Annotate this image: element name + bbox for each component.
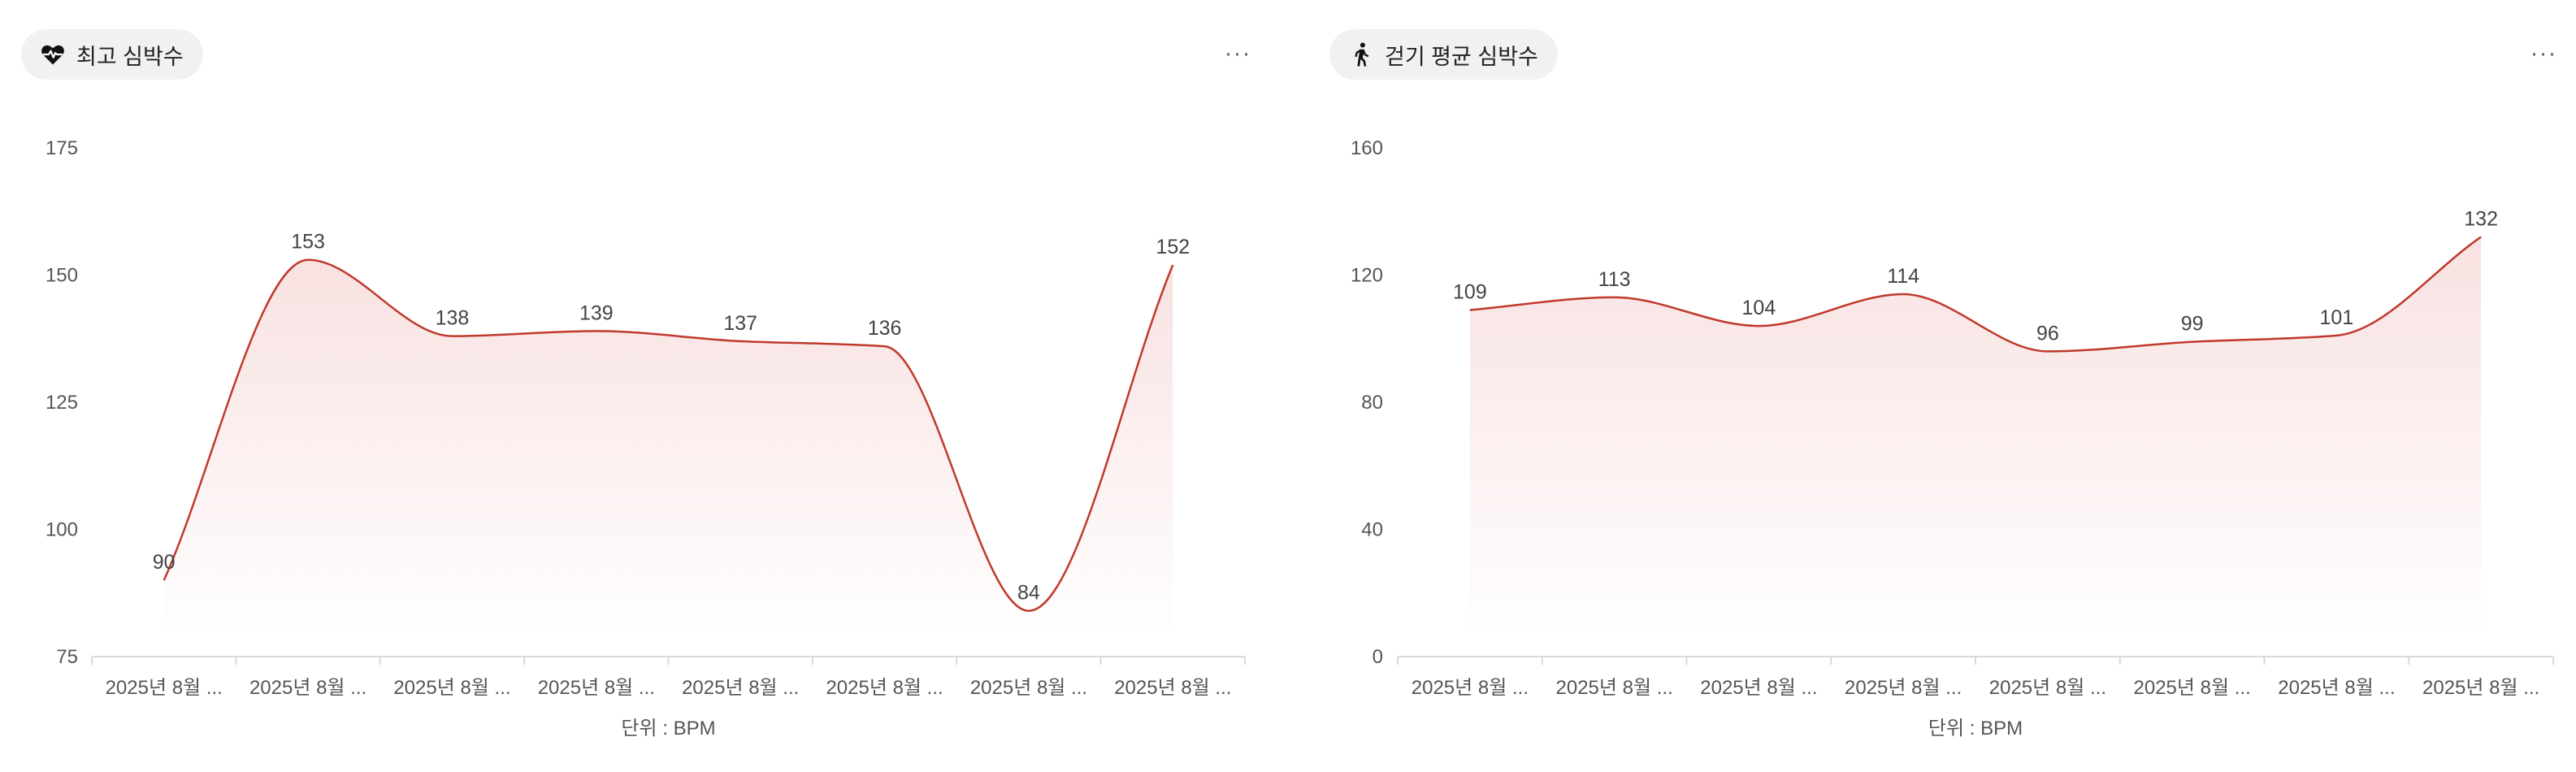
data-point[interactable] <box>2478 235 2483 240</box>
data-label: 152 <box>1156 236 1190 258</box>
x-tick-label: 2025년 8월 ... <box>1845 677 1962 699</box>
x-tick-label: 2025년 8월 ... <box>249 677 366 699</box>
x-tick-label: 2025년 8월 ... <box>1556 677 1673 699</box>
x-tick-label: 2025년 8월 ... <box>1989 677 2106 699</box>
data-point[interactable] <box>2334 333 2339 338</box>
y-tick-label: 175 <box>46 137 78 159</box>
x-tick-label: 2025년 8월 ... <box>970 677 1087 699</box>
series-area <box>163 259 1173 632</box>
data-label: 137 <box>723 312 757 335</box>
x-tick-label: 2025년 8월 ... <box>826 677 943 699</box>
data-point[interactable] <box>1612 295 1617 300</box>
chart-panel-max-heart-rate: 최고 심박수 ··· 75 100 125 150 175 2025년 8월 ... 202… <box>0 0 1268 772</box>
data-label: 90 <box>153 551 176 574</box>
y-tick-label: 75 <box>56 646 78 668</box>
series-area <box>1469 236 2482 632</box>
x-tick-label: 2025년 8월 ... <box>538 677 655 699</box>
chart-title: 걷기 평균 심박수 <box>1385 44 1538 69</box>
data-point[interactable] <box>883 344 887 349</box>
heart-pulse-icon <box>41 42 65 67</box>
y-tick-label: 125 <box>46 392 78 414</box>
data-point[interactable] <box>1468 308 1472 313</box>
walking-person-icon <box>1349 42 1373 67</box>
data-label: 96 <box>2036 322 2059 345</box>
data-point[interactable] <box>162 578 167 583</box>
unit-label: 단위 : BPM <box>1928 718 2023 739</box>
x-tick-label: 2025년 8월 ... <box>2134 677 2251 699</box>
data-point[interactable] <box>2045 349 2050 353</box>
data-point[interactable] <box>1901 292 1906 297</box>
data-label: 139 <box>579 301 614 324</box>
x-tick-label: 2025년 8월 ... <box>106 677 223 699</box>
y-tick-label: 100 <box>46 519 78 541</box>
series-line <box>1469 236 2482 353</box>
data-label: 153 <box>291 231 325 254</box>
y-tick-label: 40 <box>1361 519 1383 541</box>
y-tick-label: 160 <box>1351 137 1383 159</box>
y-tick-label: 120 <box>1351 265 1383 287</box>
y-tick-label: 0 <box>1373 646 1383 668</box>
data-point[interactable] <box>594 328 599 333</box>
data-label: 101 <box>2320 306 2354 329</box>
x-tick-label: 2025년 8월 ... <box>393 677 510 699</box>
data-label: 132 <box>2464 208 2498 231</box>
data-label: 136 <box>868 317 902 340</box>
unit-label: 단위 : BPM <box>621 718 715 739</box>
data-point[interactable] <box>2190 340 2195 345</box>
data-label: 99 <box>2181 313 2204 336</box>
more-options-button[interactable]: ··· <box>1224 40 1251 67</box>
y-tick-label: 80 <box>1361 392 1383 414</box>
data-point[interactable] <box>449 334 454 339</box>
data-point[interactable] <box>1756 323 1761 328</box>
data-label: 109 <box>1453 281 1487 304</box>
x-tick-label: 2025년 8월 ... <box>2422 677 2539 699</box>
y-tick-label: 150 <box>46 265 78 287</box>
data-point[interactable] <box>738 339 743 344</box>
x-tick-label: 2025년 8월 ... <box>2278 677 2395 699</box>
data-point[interactable] <box>1026 609 1031 614</box>
data-label: 138 <box>436 307 470 330</box>
data-label: 104 <box>1742 297 1776 319</box>
x-tick-label: 2025년 8월 ... <box>1412 677 1529 699</box>
series-line <box>163 258 1174 612</box>
x-tick-label: 2025년 8월 ... <box>1700 677 1817 699</box>
chart-title-pill[interactable]: 걷기 평균 심박수 <box>1329 29 1558 80</box>
chart-title: 최고 심박수 <box>76 44 184 69</box>
data-label: 114 <box>1887 265 1919 288</box>
data-point[interactable] <box>1170 262 1175 267</box>
x-tick-label: 2025년 8월 ... <box>682 677 799 699</box>
chart-panel-walking-heart-rate: 걷기 평균 심박수 ··· 0 40 80 120 160 2025년 8월 ... 202… <box>1308 0 2576 772</box>
max-heart-rate-chart: 75 100 125 150 175 2025년 8월 ... 2025년 8월 ... 20… <box>46 137 1246 739</box>
walking-avg-heart-rate-chart: 0 40 80 120 160 2025년 8월 ... 2025년 8월 ... 2025년… <box>1351 137 2554 739</box>
data-label: 113 <box>1598 268 1631 291</box>
data-point[interactable] <box>306 258 310 262</box>
x-tick-label: 2025년 8월 ... <box>1114 677 1231 699</box>
chart-title-pill[interactable]: 최고 심박수 <box>21 29 203 80</box>
data-label: 84 <box>1017 582 1040 605</box>
more-options-button[interactable]: ··· <box>2530 40 2557 67</box>
